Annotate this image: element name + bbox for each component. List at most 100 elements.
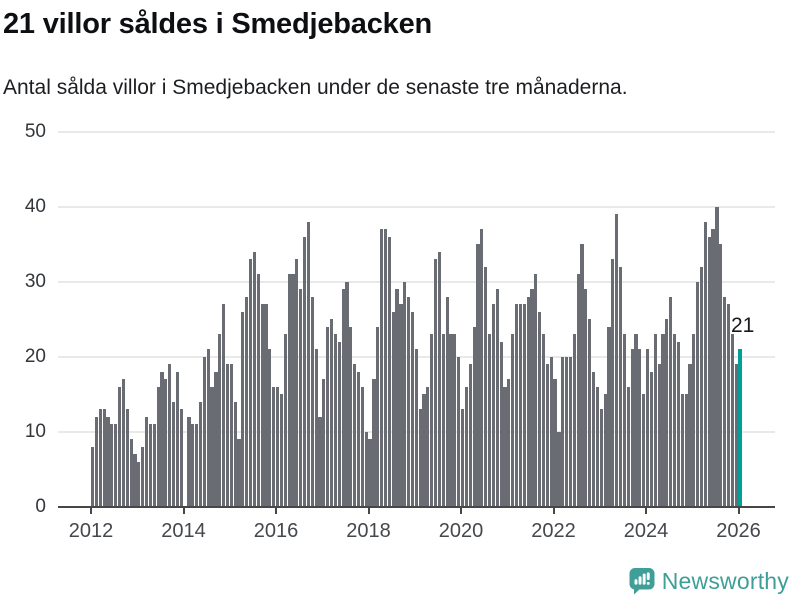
bar xyxy=(148,424,152,507)
bar xyxy=(460,409,465,507)
highlighted-bar-latest-period xyxy=(738,349,742,507)
bar xyxy=(229,364,233,507)
bar xyxy=(572,334,576,507)
bar xyxy=(299,289,303,507)
bar xyxy=(414,349,418,507)
bar xyxy=(410,311,415,507)
bar xyxy=(399,304,403,507)
bar xyxy=(626,386,630,507)
y-tick-label: 30 xyxy=(24,270,46,292)
bar xyxy=(619,266,623,507)
bar xyxy=(175,371,179,507)
x-tick-label: 2020 xyxy=(438,520,484,542)
bar xyxy=(133,454,137,507)
bar xyxy=(457,356,461,507)
bar xyxy=(225,364,230,507)
bar xyxy=(634,334,638,507)
bar xyxy=(356,371,361,507)
bar xyxy=(453,334,457,507)
bar xyxy=(653,334,657,507)
bar xyxy=(514,304,519,507)
bar xyxy=(364,431,368,507)
bar xyxy=(260,304,264,507)
bar xyxy=(125,409,129,507)
gridline xyxy=(58,130,775,133)
bar xyxy=(353,364,357,507)
bar xyxy=(302,236,307,507)
bar xyxy=(692,334,696,507)
bar xyxy=(723,296,727,507)
bar xyxy=(237,439,241,507)
bar xyxy=(622,334,627,507)
bar xyxy=(114,424,118,507)
bar xyxy=(592,371,596,507)
y-tick-label: 10 xyxy=(24,420,46,442)
bar xyxy=(557,431,561,507)
bar xyxy=(268,349,272,507)
bar xyxy=(480,229,484,507)
bar xyxy=(719,244,723,507)
bar xyxy=(588,319,592,507)
bar xyxy=(642,394,646,507)
bar xyxy=(476,244,480,507)
bar xyxy=(310,296,314,507)
gridline xyxy=(58,205,775,208)
bar xyxy=(568,356,573,507)
y-tick-label: 0 xyxy=(35,495,46,517)
bar xyxy=(287,274,291,507)
bar xyxy=(121,379,126,507)
bar xyxy=(669,296,673,507)
bar xyxy=(657,364,661,507)
bar xyxy=(688,364,692,507)
highlight-value-label: 21 xyxy=(731,314,755,337)
bar xyxy=(487,334,492,507)
gridline xyxy=(58,280,775,283)
bar xyxy=(491,304,495,507)
bar xyxy=(383,229,388,507)
bar xyxy=(553,379,557,507)
bar xyxy=(272,386,276,507)
bar xyxy=(545,364,549,507)
bar xyxy=(707,236,711,507)
bar xyxy=(222,304,226,507)
bar xyxy=(449,334,453,507)
bar xyxy=(202,356,206,507)
bar xyxy=(407,296,411,507)
x-tick xyxy=(367,507,370,514)
bar xyxy=(599,409,603,507)
x-tick xyxy=(90,507,92,514)
x-tick-label: 2016 xyxy=(253,520,299,542)
bar xyxy=(503,386,507,507)
bar xyxy=(607,326,611,507)
bar xyxy=(472,326,476,507)
bar xyxy=(511,334,515,507)
bar xyxy=(210,386,214,507)
bar xyxy=(241,311,245,507)
bar xyxy=(711,229,715,507)
bar xyxy=(198,401,203,507)
bar xyxy=(102,409,106,507)
bar xyxy=(314,349,318,507)
bar xyxy=(615,214,619,507)
bar xyxy=(98,409,102,507)
bar xyxy=(549,356,553,507)
y-tick-label: 40 xyxy=(24,195,46,217)
bar xyxy=(676,341,680,507)
bar xyxy=(403,281,407,507)
bar xyxy=(295,259,299,507)
bar xyxy=(699,266,704,507)
bar xyxy=(434,259,438,507)
bar xyxy=(306,221,310,507)
x-tick xyxy=(645,507,647,514)
bar xyxy=(507,379,511,507)
bar xyxy=(603,394,607,507)
bar xyxy=(541,334,546,507)
bar xyxy=(214,371,218,507)
x-tick-label: 2014 xyxy=(161,520,206,542)
bar xyxy=(129,439,133,507)
bar xyxy=(345,281,349,507)
newsworthy-speech-bubble-chart-icon xyxy=(629,567,655,595)
bar xyxy=(141,446,145,507)
bar xyxy=(638,349,642,507)
bar xyxy=(275,386,280,507)
